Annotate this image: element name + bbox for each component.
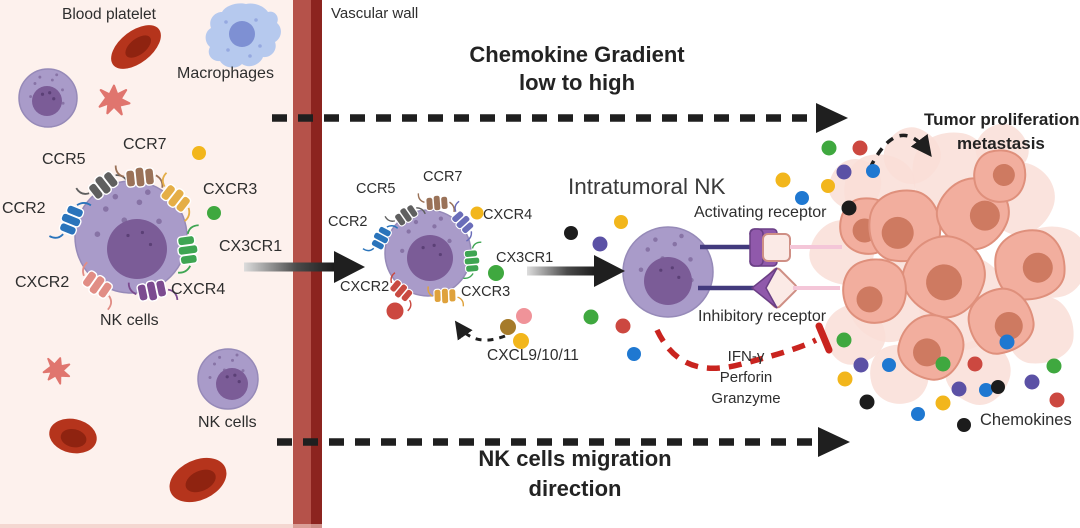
nk-cell xyxy=(18,68,78,128)
arrowhead-icon xyxy=(818,427,850,457)
red-blood-cell xyxy=(111,25,161,69)
chemokine-dot-yellow xyxy=(775,172,791,188)
chemokine-dots-layer xyxy=(192,140,1065,432)
chemokine-dot-red xyxy=(386,302,404,320)
chemokine-dot-blue xyxy=(866,164,880,178)
chemokine-dot-black xyxy=(841,200,857,216)
transmigration-arrow xyxy=(244,251,365,283)
cytotoxic-inhibition-line xyxy=(654,322,833,372)
chemokine-dot-red xyxy=(967,356,983,372)
chemokine-gradient-arrow xyxy=(272,103,848,133)
chemokine-dot-blue xyxy=(627,347,641,361)
chemokine-dot-yellow xyxy=(192,146,206,160)
chemokine-dot-black xyxy=(957,418,971,432)
chemokine-dot-purple xyxy=(836,164,852,180)
receptor-icon xyxy=(451,200,475,242)
cxcl-attraction-arrow xyxy=(454,320,506,342)
red-dashed-line xyxy=(654,328,818,372)
receptor-icon xyxy=(427,286,465,307)
chemokine-dot-green xyxy=(583,309,599,325)
chemokine-dot-green xyxy=(836,332,852,348)
red-blood-cell xyxy=(169,457,227,503)
nk-cell-intratumoral xyxy=(622,226,714,318)
receptor-icon xyxy=(160,172,192,222)
receptor-icon xyxy=(75,170,129,200)
nk-cells-layer xyxy=(18,68,714,410)
receptor-icon xyxy=(362,225,399,252)
tumor-proliferation-arrow xyxy=(868,133,932,169)
chemokine-dot-purple xyxy=(592,236,608,252)
activating-ligand xyxy=(762,233,791,262)
chemokine-dot-black xyxy=(991,380,1005,394)
chemokine-dot-red xyxy=(1049,392,1065,408)
receptor-icon xyxy=(81,261,113,311)
receptor-icon xyxy=(389,272,414,312)
red-blood-cell xyxy=(49,418,97,454)
arrowhead-icon xyxy=(594,255,625,287)
chemokine-dot-yellow xyxy=(837,371,853,387)
chemokine-dot-blue xyxy=(882,358,896,372)
chemokine-dot-yellow xyxy=(470,206,484,220)
chemokine-dot-green xyxy=(821,140,837,156)
chemokine-dot-yellow xyxy=(513,333,529,349)
macrophage-nucleus xyxy=(229,21,255,47)
chemokine-receptors-layer xyxy=(48,165,482,312)
chemokine-dot-green xyxy=(488,265,504,281)
platelet-icon xyxy=(98,84,131,116)
activating-receptor-icon xyxy=(700,228,842,267)
panel-bottom-edge xyxy=(0,524,322,528)
chemokine-dot-blue xyxy=(979,383,993,397)
receptor-icon xyxy=(463,241,482,280)
chemokine-dot-blue xyxy=(911,407,925,421)
receptor-icon xyxy=(127,279,179,302)
receptor-icon xyxy=(48,202,92,239)
chemokine-dot-red xyxy=(615,318,631,334)
chemokine-dot-green xyxy=(207,206,221,220)
inhibitory-receptor-icon xyxy=(698,267,840,309)
chemokine-dot-black xyxy=(859,394,875,410)
arrowhead-icon xyxy=(816,103,848,133)
chemokine-dot-black xyxy=(564,226,578,240)
chemokine-dot-green xyxy=(935,356,951,372)
chemokine-dot-yellow xyxy=(935,395,951,411)
arrowhead-icon xyxy=(334,251,365,283)
chemokine-dot-green xyxy=(1046,358,1062,374)
receptor-icon xyxy=(417,193,455,213)
nk-migration-arrow xyxy=(277,427,850,457)
infiltration-arrow xyxy=(527,255,625,287)
macrophage-speckles xyxy=(224,18,262,58)
receptor-icon xyxy=(384,204,426,227)
receptor-icon xyxy=(176,224,199,274)
macrophage-cell xyxy=(205,3,281,68)
chemokine-dot-brown xyxy=(500,319,516,335)
chemokine-dot-blue xyxy=(795,191,809,205)
inhibitory-chevron xyxy=(750,267,778,309)
inhibition-tbar-icon xyxy=(815,322,833,354)
chemokine-dot-yellow xyxy=(614,215,628,229)
nk-cell-small xyxy=(197,348,259,410)
chemokine-dot-purple xyxy=(951,381,967,397)
nk-cell-blood xyxy=(74,180,188,294)
chemokine-dot-yellow xyxy=(821,179,835,193)
chemokine-dot-blue xyxy=(999,334,1015,350)
chemokine-dot-pink xyxy=(516,308,532,324)
chemokine-dot-purple xyxy=(853,357,869,373)
platelet-icon xyxy=(42,357,71,385)
chemokine-dot-purple xyxy=(1024,374,1040,390)
receptor-icon xyxy=(114,165,164,188)
nk-cell-migrating xyxy=(384,209,472,297)
chemokine-dot-red xyxy=(852,140,868,156)
